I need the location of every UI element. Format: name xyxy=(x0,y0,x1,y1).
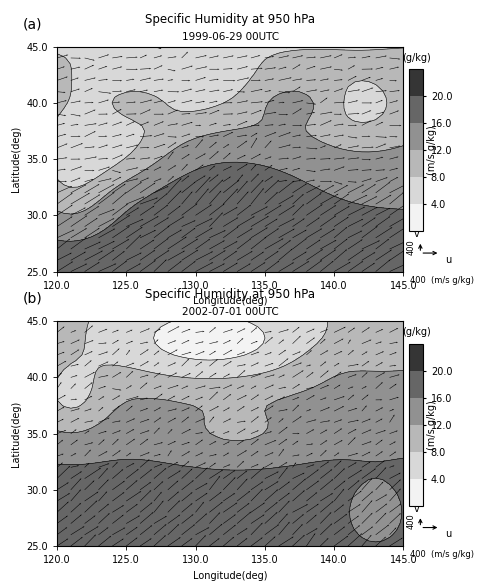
Y-axis label: Latitude(deg): Latitude(deg) xyxy=(11,401,21,467)
Text: u: u xyxy=(445,255,451,265)
X-axis label: Longitude(deg): Longitude(deg) xyxy=(193,571,267,580)
Y-axis label: Latitude(deg): Latitude(deg) xyxy=(11,126,21,192)
Text: (a): (a) xyxy=(22,18,42,32)
Text: 400  (m/s g/kg): 400 (m/s g/kg) xyxy=(410,550,474,559)
Text: 400: 400 xyxy=(407,513,416,529)
Text: Specific Humidity at 950 hPa: Specific Humidity at 950 hPa xyxy=(145,13,315,26)
Text: (m/s g/kg): (m/s g/kg) xyxy=(427,126,437,175)
Text: (g/kg): (g/kg) xyxy=(402,53,431,62)
Text: 2002-07-01 00UTC: 2002-07-01 00UTC xyxy=(182,307,279,317)
Text: u: u xyxy=(445,529,451,539)
Text: (m/s g/kg): (m/s g/kg) xyxy=(427,400,437,450)
Text: v: v xyxy=(414,229,420,239)
Text: 400  (m/s g/kg): 400 (m/s g/kg) xyxy=(410,276,474,284)
Text: (b): (b) xyxy=(22,292,42,306)
Text: 1999-06-29 00UTC: 1999-06-29 00UTC xyxy=(182,32,279,42)
Text: Specific Humidity at 950 hPa: Specific Humidity at 950 hPa xyxy=(145,288,315,301)
Text: v: v xyxy=(414,503,420,514)
Text: (g/kg): (g/kg) xyxy=(402,327,431,337)
X-axis label: Longitude(deg): Longitude(deg) xyxy=(193,296,267,306)
Text: 400: 400 xyxy=(407,239,416,255)
